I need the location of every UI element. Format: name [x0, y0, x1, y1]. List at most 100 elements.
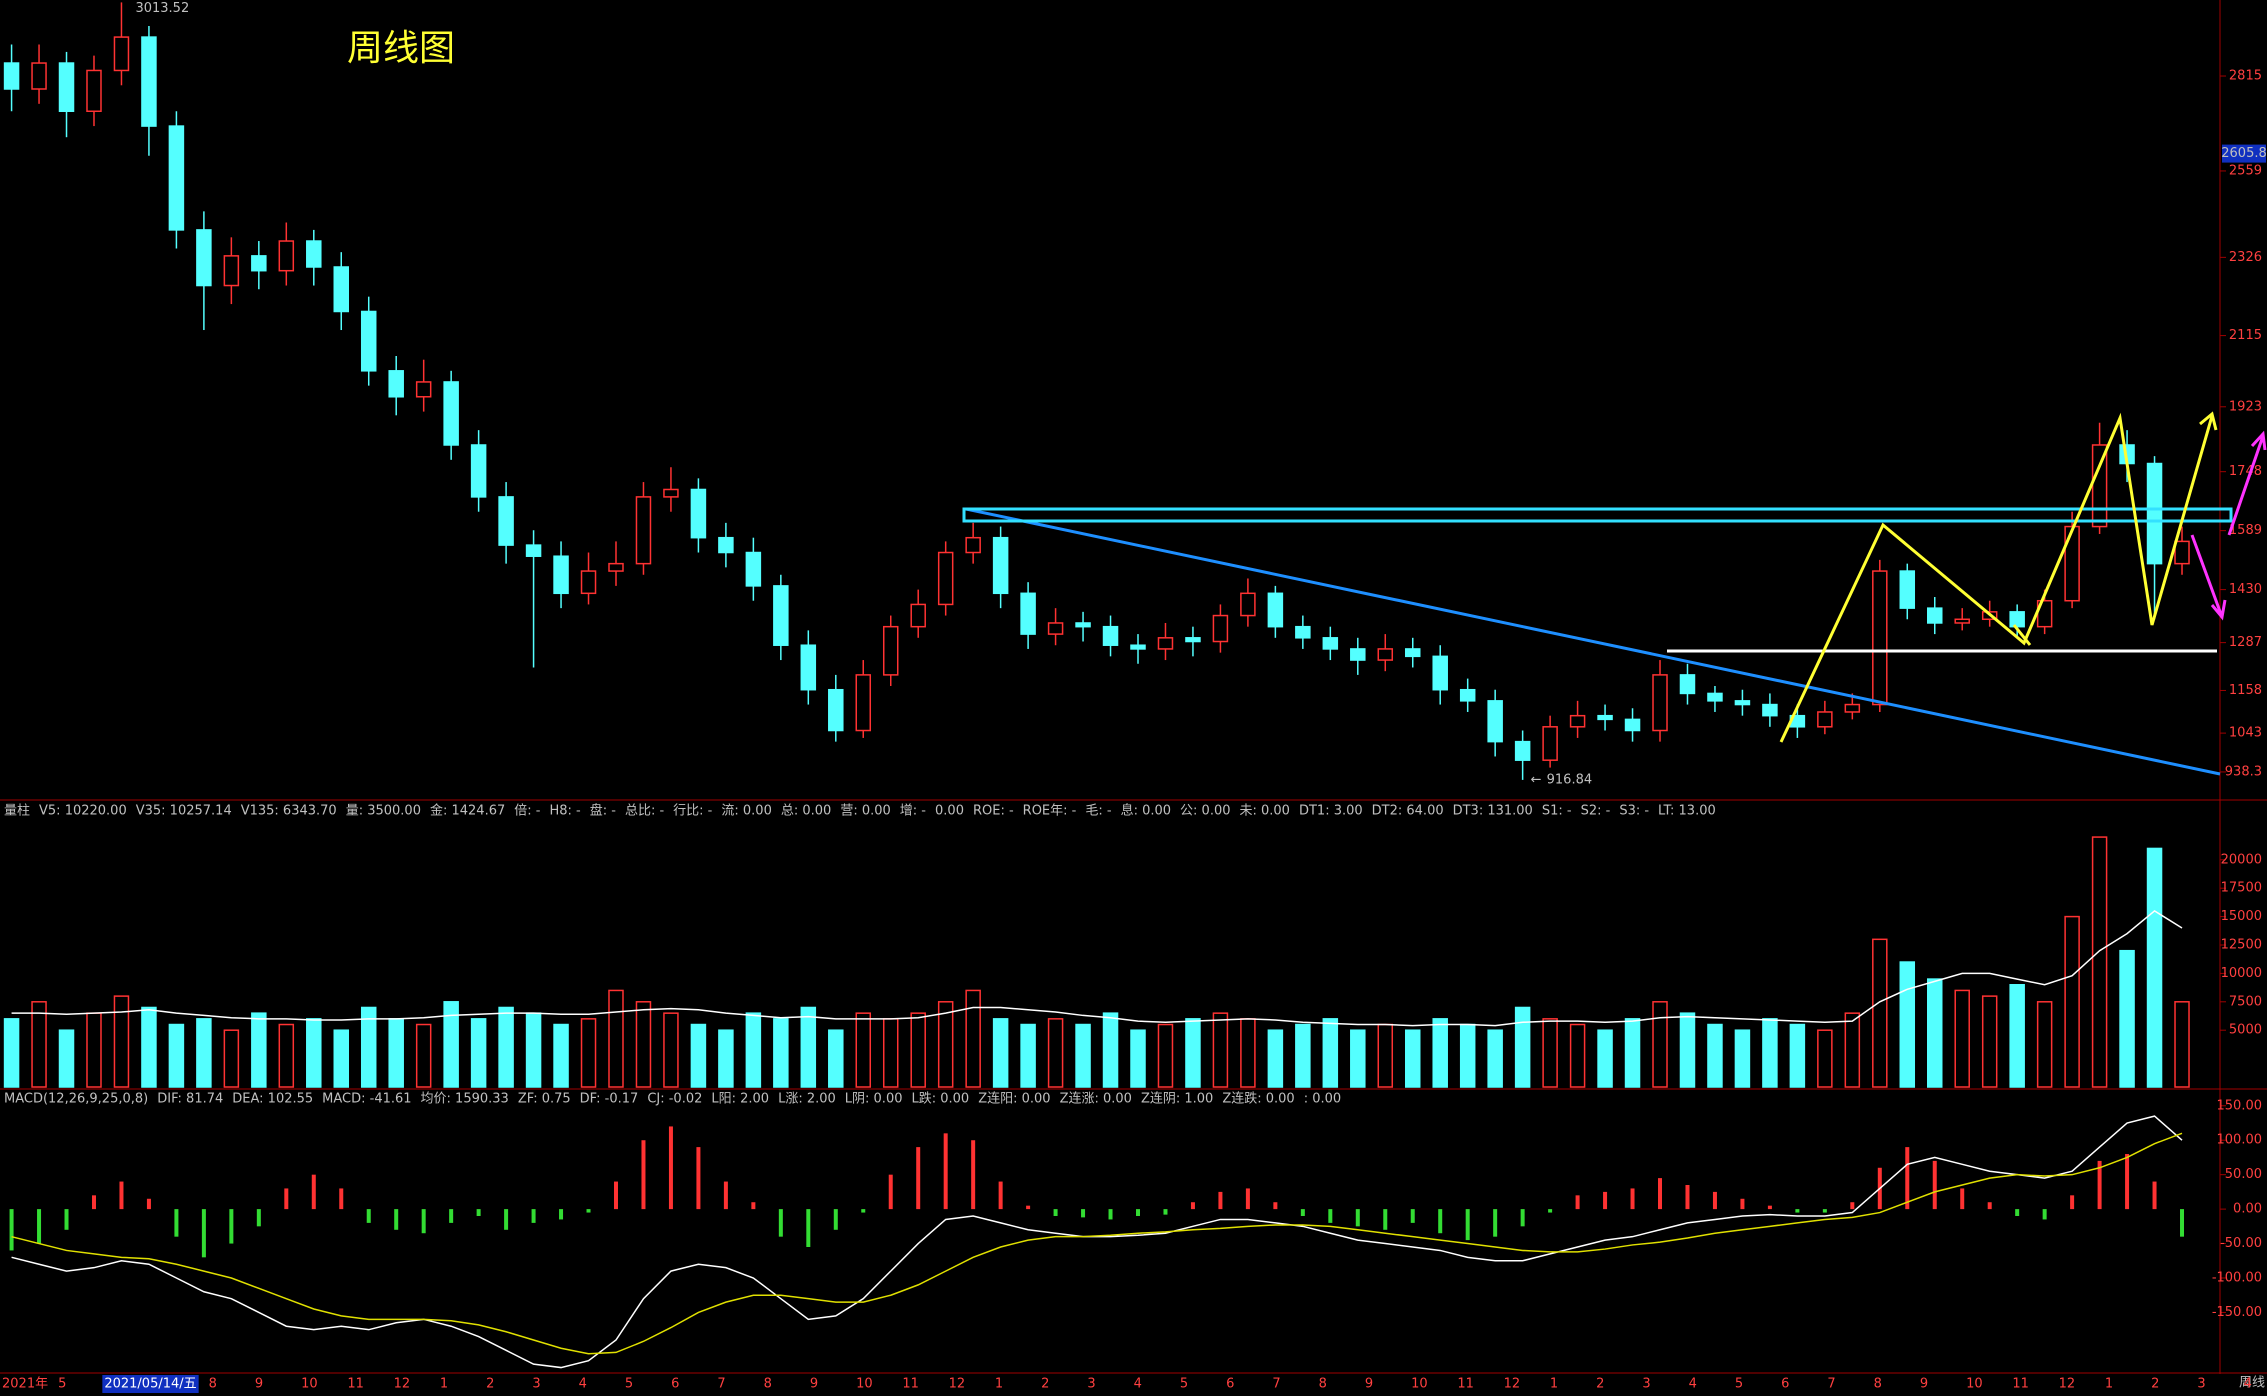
volume-bar — [306, 1018, 322, 1088]
candle-body — [251, 255, 267, 272]
volume-bar — [470, 1018, 487, 1088]
volume-bar — [2174, 1001, 2190, 1088]
macd-bar — [1273, 1202, 1278, 1210]
macd-bar — [668, 1126, 673, 1210]
volume-bar — [745, 1012, 762, 1088]
indicator-label: ROE: - — [973, 804, 1014, 819]
date-label: 11 — [1457, 1377, 1474, 1392]
macd-bar — [586, 1209, 591, 1213]
date-label: 9 — [810, 1377, 818, 1392]
candle-body — [2009, 611, 2025, 628]
candle-body — [1377, 648, 1394, 661]
macd-bar — [1603, 1191, 1608, 1210]
candle-body — [882, 625, 899, 676]
candle-body — [745, 551, 762, 587]
indicator-label: H8: - — [549, 804, 581, 819]
y-tick-label: 100.00 — [2217, 1133, 2263, 1148]
high-label: 3013.52 — [135, 1, 189, 16]
date-label: 4 — [1134, 1377, 1142, 1392]
date-label: 10 — [1411, 1377, 1428, 1392]
indicator-label: 流: 0.00 — [721, 804, 771, 819]
macd-bar — [1712, 1191, 1717, 1210]
indicator-label: 量柱 — [4, 804, 30, 819]
macd-bar — [394, 1209, 399, 1230]
volume-bar — [1047, 1018, 1064, 1088]
volume-bar — [663, 1012, 679, 1088]
candle-body — [168, 125, 185, 231]
last-price-label: 2605.8 — [2221, 146, 2267, 161]
arrow-head — [2250, 430, 2267, 451]
projection-arrow — [2190, 534, 2224, 618]
date-label: 8 — [1319, 1377, 1327, 1392]
candle-body — [1459, 688, 1476, 702]
volume-bar — [2091, 836, 2108, 1088]
y-tick-label: 1748 — [2229, 464, 2262, 479]
macd-bar — [1136, 1209, 1141, 1216]
volume-bar — [1212, 1012, 1229, 1088]
volume-bar — [1020, 1023, 1036, 1088]
trend-line — [965, 507, 2221, 776]
y-tick-label: 15000 — [2221, 909, 2262, 924]
volume-bar — [141, 1006, 157, 1088]
volume-bar — [1679, 1012, 1696, 1088]
volume-bar — [1954, 989, 1970, 1088]
candle-body — [1350, 648, 1366, 661]
candle-body — [2174, 540, 2190, 565]
date-label: 6 — [1226, 1377, 1234, 1392]
volume-bar — [1350, 1029, 1366, 1088]
candle-body — [553, 555, 569, 595]
volume-bar — [196, 1018, 212, 1088]
volume-bar — [1185, 1018, 1201, 1088]
date-label: 5 — [625, 1377, 633, 1392]
volume-bar — [1981, 995, 1998, 1088]
y-tick-label: 2559 — [2229, 163, 2262, 178]
indicator-label: MACD: -41.61 — [322, 1092, 411, 1107]
macd-bar — [1795, 1209, 1800, 1213]
candle-body — [937, 551, 954, 606]
y-tick-label: -100.00 — [2212, 1271, 2262, 1286]
y-tick-label: 7500 — [2229, 994, 2262, 1009]
macd-bar — [916, 1147, 921, 1210]
chart-title: 周线图 — [347, 28, 455, 69]
macd-bar — [1245, 1188, 1250, 1210]
indicator-label: ROE年: - — [1023, 804, 1077, 819]
indicator-label: 总比: - — [625, 804, 665, 819]
date-label: 2021年 — [2, 1377, 48, 1392]
candle-body — [608, 562, 624, 572]
macd-bar — [2152, 1181, 2157, 1210]
volume-bar — [580, 1018, 597, 1088]
candle-body — [828, 688, 844, 732]
macd-bar — [1493, 1209, 1498, 1237]
macd-bar — [2015, 1209, 2020, 1216]
date-label: 1 — [1550, 1377, 1558, 1392]
candle-body — [773, 585, 789, 646]
macd-bar — [1190, 1202, 1195, 1210]
date-label: 11 — [2012, 1377, 2029, 1392]
macd-bar — [311, 1174, 316, 1210]
macd-bar — [531, 1209, 536, 1223]
volume-bar — [388, 1018, 404, 1088]
candle-body — [1212, 614, 1229, 643]
indicator-label: 总: 0.00 — [781, 804, 831, 819]
date-label: 1 — [2105, 1377, 2113, 1392]
y-tick-label: 2815 — [2229, 69, 2262, 84]
date-label: 1 — [995, 1377, 1003, 1392]
y-tick-label: 50.00 — [2225, 1167, 2262, 1182]
macd-bar — [119, 1181, 124, 1210]
candle-body — [1679, 674, 1696, 695]
macd-bar — [1438, 1209, 1443, 1234]
volume-bar — [278, 1023, 295, 1088]
macd-bar — [64, 1209, 69, 1230]
date-label: 8 — [209, 1377, 217, 1392]
macd-bar — [1575, 1195, 1580, 1210]
volume-bar — [1459, 1023, 1476, 1088]
volume-bar — [800, 1006, 817, 1088]
y-tick-label: 1158 — [2229, 683, 2262, 698]
indicator-label: CJ: -0.02 — [647, 1092, 702, 1107]
volume-bar — [690, 1023, 707, 1088]
macd-bar — [1328, 1209, 1333, 1223]
date-label: 4 — [579, 1377, 587, 1392]
macd-bar — [1905, 1147, 1910, 1210]
volume-bar — [828, 1029, 844, 1088]
date-label: 8 — [764, 1377, 772, 1392]
